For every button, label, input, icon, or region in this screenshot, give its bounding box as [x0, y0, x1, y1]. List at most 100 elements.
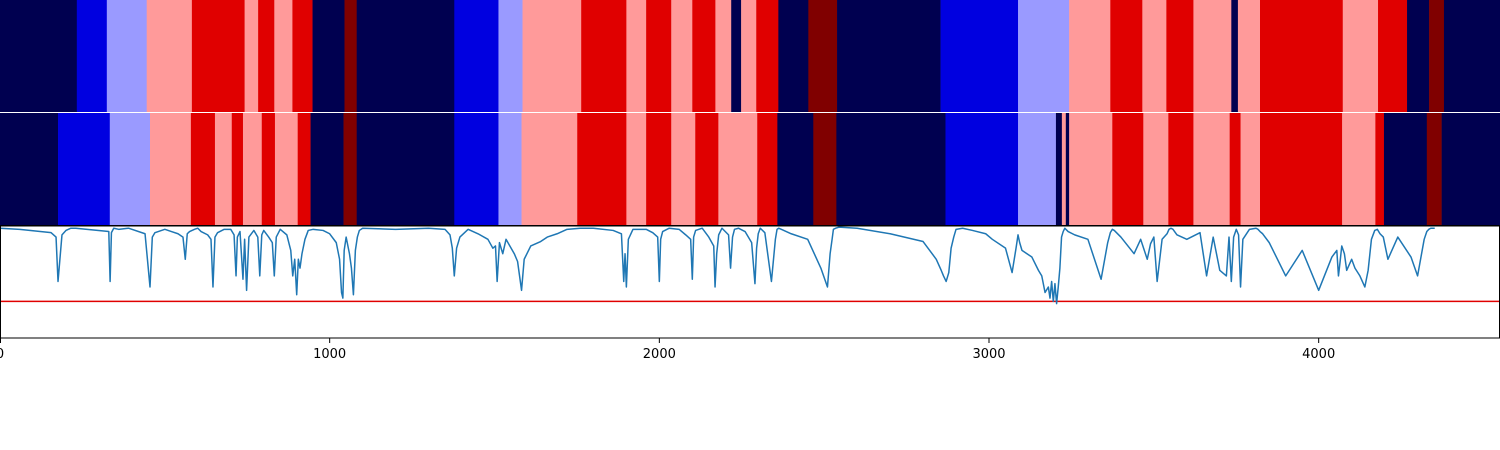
heatmap-segment [521, 113, 578, 225]
x-tick-label: 1000 [313, 347, 346, 362]
heatmap-segment [522, 0, 582, 112]
heatmap-segment [231, 113, 244, 225]
heatmap-segment [945, 113, 1019, 225]
heatmap-segment [310, 113, 344, 225]
heatmap-segment [297, 113, 311, 225]
heatmap-segment [214, 113, 233, 225]
heatmap-segment [836, 113, 946, 225]
heatmap-segment [454, 0, 499, 112]
x-tick-label: 2000 [643, 347, 676, 362]
heatmap-segment [718, 113, 758, 225]
heatmap-segment [940, 0, 1019, 112]
heatmap-segment [1065, 113, 1070, 225]
heatmap-segment [1426, 113, 1442, 225]
heatmap-segment [715, 0, 732, 112]
heatmap-segment [1378, 0, 1408, 112]
heatmap-segment [106, 0, 147, 112]
heatmap-segment [312, 0, 345, 112]
x-tick-label: 3000 [972, 347, 1005, 362]
heatmap-segment [292, 0, 313, 112]
heatmap-segment [1112, 113, 1144, 225]
heatmap-segment [1260, 113, 1343, 225]
heatmap-segment [356, 0, 455, 112]
heatmap-segment [1231, 0, 1239, 112]
heatmap-segment [109, 113, 151, 225]
heatmap-segment [1229, 113, 1241, 225]
heatmap-segment [731, 0, 742, 112]
heatmap-segment [1166, 0, 1194, 112]
heatmap-segment [150, 113, 192, 225]
heatmap-segment [0, 113, 59, 225]
heatmap-segment [1168, 113, 1194, 225]
heatmap-segment [190, 113, 216, 225]
x-tick-label: 4000 [1302, 347, 1335, 362]
heatmap-segment [581, 0, 627, 112]
heatmap-segment [244, 0, 259, 112]
heatmap-segment [1342, 113, 1376, 225]
heatmap-track-2 [0, 113, 1500, 225]
heatmap-segment [191, 0, 245, 112]
heatmap-segment [778, 0, 809, 112]
heatmap-segment [646, 113, 672, 225]
heatmap-segment [1055, 113, 1063, 225]
heatmap-segment [1342, 0, 1379, 112]
heatmap-segment [1441, 113, 1500, 225]
heatmap-segment [577, 113, 627, 225]
heatmap-segment [671, 113, 696, 225]
x-tick-label: 0 [0, 347, 4, 362]
heatmap-segment [76, 0, 108, 112]
heatmap-segment [344, 0, 358, 112]
heatmap-segment [274, 0, 293, 112]
heatmap-segment [498, 113, 522, 225]
heatmap-segment [258, 0, 275, 112]
heatmap-segment [777, 113, 814, 225]
heatmap-segment [741, 0, 757, 112]
heatmap-segment [813, 113, 837, 225]
heatmap-segment [1069, 0, 1111, 112]
heatmap-segment [242, 113, 263, 225]
heatmap-segment [1240, 113, 1261, 225]
heatmap-segment [343, 113, 358, 225]
heatmap-segment [1237, 0, 1261, 112]
heatmap-segment [261, 113, 276, 225]
heatmap-segment [695, 113, 719, 225]
heatmap-segment [274, 113, 298, 225]
heatmap-segment [808, 0, 838, 112]
heatmap-segment [1018, 0, 1070, 112]
heatmap-segment [1407, 0, 1430, 112]
heatmap-segment [1069, 113, 1113, 225]
heatmap-segment [356, 113, 455, 225]
heatmap-segment [1193, 113, 1230, 225]
heatmap-segment [454, 113, 499, 225]
heatmap-segment [837, 0, 941, 112]
heatmap-segment [1429, 0, 1445, 112]
heatmap-segment [146, 0, 193, 112]
heatmap-segment [646, 0, 672, 112]
heatmap-segment [0, 0, 78, 112]
heatmap-segment [692, 0, 716, 112]
line-panel-background [0, 226, 1500, 338]
x-axis: 0 1000 2000 3000 4000 [0, 338, 1335, 362]
heatmap-segment [756, 0, 779, 112]
heatmap-segment [626, 0, 647, 112]
track-separators [0, 112, 1500, 226]
heatmap-tracks [0, 0, 1500, 225]
line-panel [0, 225, 1500, 339]
heatmap-segment [1193, 0, 1232, 112]
heatmap-segment [58, 113, 111, 225]
heatmap-segment [671, 0, 693, 112]
heatmap-segment [626, 113, 647, 225]
heatmap-segment [1142, 0, 1167, 112]
heatmap-segment [498, 0, 523, 112]
heatmap-segment [1061, 113, 1067, 225]
heatmap-segment [1143, 113, 1169, 225]
heatmap-segment [1383, 113, 1428, 225]
heatmap-segment [1018, 113, 1057, 225]
heatmap-track-1 [0, 0, 1500, 112]
heatmap-segment [1375, 113, 1385, 225]
heatmap-segment [1443, 0, 1500, 112]
heatmap-segment [1260, 0, 1344, 112]
heatmap-segment [757, 113, 778, 225]
heatmap-segment [1110, 0, 1143, 112]
